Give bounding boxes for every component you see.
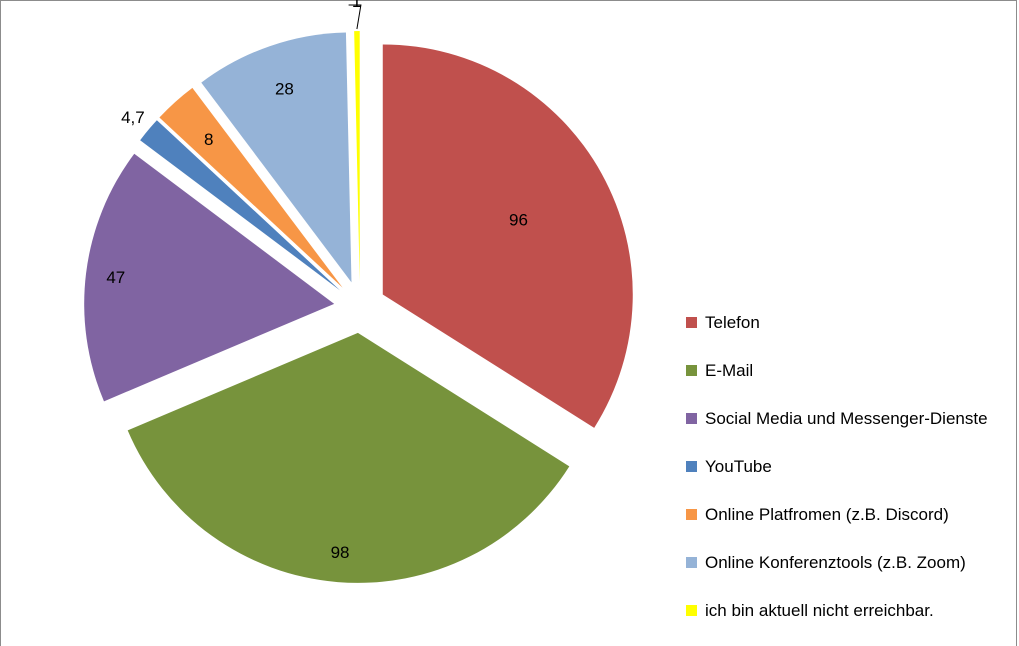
legend-swatch [686, 509, 697, 520]
pie-slice [159, 87, 343, 288]
legend-label: Social Media und Messenger-Dienste [705, 409, 988, 428]
pie-slice [354, 31, 360, 282]
pie-slice [201, 32, 352, 283]
legend-label: Telefon [705, 313, 760, 332]
pie-slice [127, 332, 570, 583]
leader-line [348, 4, 362, 30]
legend-swatch [686, 605, 697, 616]
data-label: 4,7 [121, 108, 145, 127]
legend-label: ich bin aktuell nicht erreichbar. [705, 601, 934, 620]
data-label: 98 [331, 543, 350, 562]
data-label: 8 [204, 130, 213, 149]
pie-slice [140, 120, 341, 291]
legend-label: E-Mail [705, 361, 754, 380]
legend-swatch [686, 413, 697, 424]
legend-swatch [686, 557, 697, 568]
pie-slice [84, 153, 335, 402]
data-label: 47 [106, 268, 125, 287]
legend-swatch [686, 461, 697, 472]
data-label: 96 [509, 211, 528, 230]
data-label: 28 [275, 80, 294, 99]
legend-label: Online Konferenztools (z.B. Zoom) [705, 553, 966, 572]
legend-label: Online Platfromen (z.B. Discord) [705, 505, 949, 524]
legend-swatch [686, 365, 697, 376]
legend-label: YouTube [705, 457, 772, 476]
legend-swatch [686, 317, 697, 328]
pie-slice [382, 44, 633, 428]
